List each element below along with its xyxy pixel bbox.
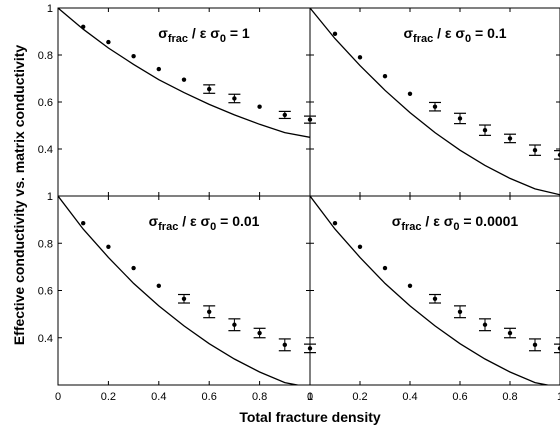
data-point (382, 73, 388, 79)
data-point (156, 283, 161, 288)
data-point (257, 104, 262, 109)
data-point (357, 55, 363, 60)
data-point (382, 265, 388, 271)
data-point (407, 91, 413, 96)
x-axis-label: Total fracture density (239, 409, 381, 425)
y-tick-label: 0.8 (38, 50, 53, 62)
panel-2-title: σfrac / ε σ0 = 0.1 (403, 25, 506, 45)
data-point (332, 220, 338, 226)
y-tick-label: 0.4 (38, 333, 53, 345)
model-curve (58, 8, 310, 138)
model-curve (58, 196, 301, 385)
x-tick-label: 0.8 (502, 391, 517, 403)
y-tick-label: 1 (47, 3, 53, 15)
panel-3-title: σfrac / ε σ0 = 0.01 (149, 213, 260, 233)
x-tick-label: 0.6 (202, 391, 217, 403)
x-tick-label: 0.2 (101, 391, 116, 403)
data-point (106, 244, 111, 249)
data-point (332, 31, 338, 37)
x-tick-label: 1 (557, 391, 560, 403)
panel-1: 0.4 0.6 0.8 1 σfrac / ε σ0 = 1 (38, 3, 316, 197)
x-tick-label: 0.4 (151, 391, 166, 403)
data-point (131, 265, 136, 271)
data-point (181, 77, 187, 82)
model-curve (310, 8, 560, 196)
x-tick-label: 0 (307, 391, 313, 403)
data-point (131, 53, 136, 59)
y-tick-label: 1 (47, 191, 53, 203)
data-point (106, 39, 111, 45)
x-tick-label: 0.2 (352, 391, 367, 403)
data-point (407, 283, 413, 288)
x-tick-label: 0.4 (402, 391, 417, 403)
x-tick-label: 0.6 (452, 391, 467, 403)
panel-2: σfrac / ε σ0 = 0.1 (309, 7, 560, 197)
panel-4: 0 0.2 0.4 0.6 0.8 1 σfrac / ε σ0 = 0.0001 (307, 195, 560, 403)
y-tick-label: 0.8 (38, 238, 53, 250)
panel-1-title: σfrac / ε σ0 = 1 (158, 25, 250, 45)
y-tick-label: 0.6 (38, 286, 53, 298)
y-axis-label: Effective conductivity vs. matrix conduc… (11, 45, 27, 346)
data-point (357, 244, 363, 249)
data-point (557, 346, 560, 351)
y-tick-label: 0.6 (38, 97, 53, 109)
x-tick-label: 0.8 (252, 391, 267, 403)
data-point (557, 152, 560, 158)
x-tick-label: 1 (307, 391, 313, 403)
panel-4-title: σfrac / ε σ0 = 0.0001 (392, 213, 519, 233)
data-point (156, 66, 161, 72)
panel-3: 0 0.2 0.4 0.6 0.8 1 0.4 0.6 0.8 1 σfrac / ε σ0 = 0… (38, 191, 316, 403)
model-curve (310, 196, 551, 385)
y-tick-label: 0.4 (38, 144, 53, 156)
x-tick-label: 0 (55, 391, 61, 403)
data-point (81, 220, 86, 226)
